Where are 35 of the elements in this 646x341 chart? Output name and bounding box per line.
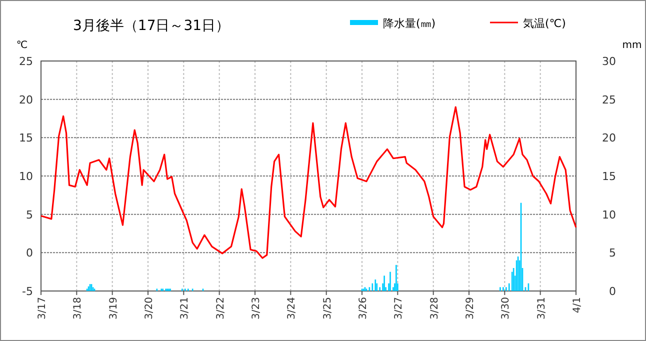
y-tick-label: -5 bbox=[22, 285, 33, 298]
y-tick-label: 25 bbox=[19, 55, 33, 68]
y2-tick-label: 0 bbox=[609, 285, 616, 298]
x-tick-label: 3/25 bbox=[322, 297, 334, 320]
x-tick-label: 3/23 bbox=[251, 297, 262, 320]
y2-tick-label: 10 bbox=[602, 208, 616, 222]
y-tick-label: 10 bbox=[19, 170, 33, 183]
x-tick-label: 4/1 bbox=[572, 297, 583, 314]
x-tick-label: 3/21 bbox=[180, 297, 191, 320]
x-tick-label: 3/19 bbox=[108, 297, 120, 320]
y-tick-label: 15 bbox=[19, 132, 33, 145]
x-tick-label: 3/26 bbox=[358, 297, 369, 320]
x-tick-label: 3/18 bbox=[72, 297, 84, 320]
x-tick-label: 3/28 bbox=[429, 297, 440, 320]
x-tick-label: 3/27 bbox=[394, 297, 405, 320]
y-tick-label: 5 bbox=[26, 208, 33, 222]
y-tick-label: 20 bbox=[19, 93, 33, 106]
y2-tick-label: 5 bbox=[609, 246, 616, 260]
x-tick-label: 3/17 bbox=[37, 297, 48, 320]
y2-tick-label: 25 bbox=[602, 93, 616, 106]
y-axis-title: ℃ bbox=[16, 40, 28, 51]
x-tick-label: 3/24 bbox=[286, 297, 298, 320]
y2-axis-title: mm bbox=[622, 40, 642, 51]
x-tick-label: 3/31 bbox=[536, 297, 548, 320]
y2-tick-label: 30 bbox=[602, 55, 616, 68]
y-tick-label: 0 bbox=[26, 246, 33, 260]
x-tick-label: 3/30 bbox=[500, 297, 512, 320]
legend-label: 降水量(㎜) bbox=[383, 17, 436, 30]
y2-tick-label: 20 bbox=[602, 132, 616, 145]
x-tick-label: 3/20 bbox=[144, 297, 155, 320]
chart-title: 3月後半（17日～31日） bbox=[73, 18, 230, 34]
y2-tick-label: 15 bbox=[602, 170, 616, 183]
x-tick-label: 3/22 bbox=[215, 297, 226, 320]
legend-label: 気温(℃) bbox=[523, 17, 566, 30]
x-tick-label: 3/29 bbox=[465, 297, 476, 320]
